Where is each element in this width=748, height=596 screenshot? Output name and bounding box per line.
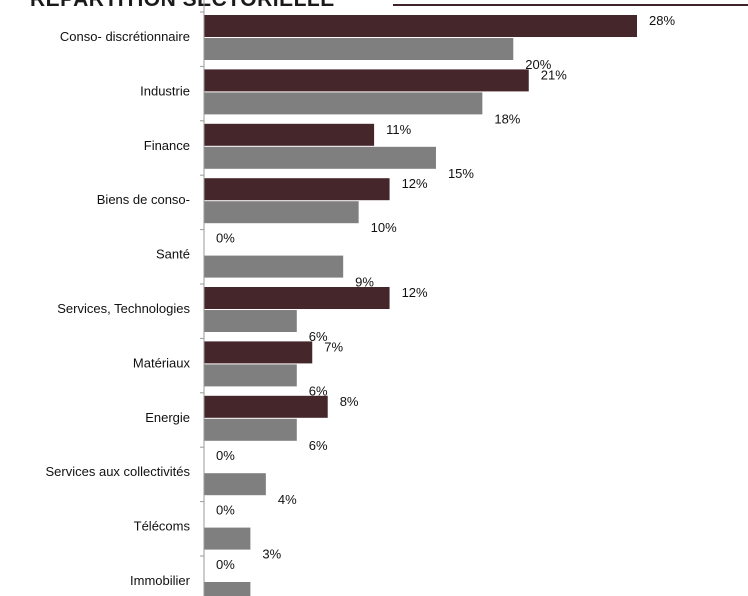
bar-series-2 <box>204 527 251 550</box>
data-label: 6% <box>309 329 328 344</box>
labels-group: Conso- discrétionnaire 28% 20% Industrie 21%… <box>46 13 676 588</box>
data-label: 20% <box>525 57 551 72</box>
bar-series-2 <box>204 146 436 169</box>
data-label: 12% <box>402 285 428 300</box>
bar-series-2 <box>204 364 297 387</box>
category-label: Industrie <box>140 83 190 98</box>
data-label: 21% <box>541 67 567 82</box>
chart-title: RÉPARTITION SECTORIELLE <box>30 0 335 12</box>
category-label: Immobilier <box>130 573 191 588</box>
category-label: Matériaux <box>133 355 191 370</box>
data-label: 8% <box>340 394 359 409</box>
category-label: Santé <box>156 247 190 262</box>
data-label: 0% <box>216 448 235 463</box>
bar-series-2 <box>204 255 344 278</box>
data-label: 28% <box>649 13 675 28</box>
category-label: Conso- discrétionnaire <box>60 29 190 44</box>
bar-series-1 <box>204 287 390 309</box>
category-label: Services, Technologies <box>57 301 190 316</box>
data-label: 6% <box>309 383 328 398</box>
bar-series-2 <box>204 582 251 596</box>
data-label: 7% <box>324 339 343 354</box>
bar-series-2 <box>204 201 359 224</box>
data-label: 4% <box>278 492 297 507</box>
category-label: Biens de conso- <box>97 192 190 207</box>
bar-series-1 <box>204 341 313 364</box>
data-label: 18% <box>494 111 520 126</box>
data-label: 0% <box>216 557 235 572</box>
bar-series-1 <box>204 69 529 92</box>
data-label: 0% <box>216 503 235 518</box>
data-label: 9% <box>355 275 374 290</box>
data-label: 10% <box>371 220 397 235</box>
data-label: 15% <box>448 166 474 181</box>
bar-series-1 <box>204 15 637 37</box>
bar-series-1 <box>204 178 390 201</box>
data-label: 12% <box>402 176 428 191</box>
bar-series-2 <box>204 92 483 115</box>
data-label: 11% <box>386 122 411 137</box>
bar-series-2 <box>204 473 266 496</box>
data-label: 3% <box>262 547 281 562</box>
title-rule <box>393 4 748 6</box>
data-label: 0% <box>216 231 235 246</box>
data-label: 6% <box>309 438 328 453</box>
category-label: Services aux collectivités <box>46 464 191 479</box>
bar-series-1 <box>204 123 375 146</box>
bar-series-2 <box>204 310 297 332</box>
category-label: Finance <box>144 138 190 153</box>
bar-series-2 <box>204 38 514 60</box>
bars-group <box>204 15 637 596</box>
bar-series-2 <box>204 418 297 441</box>
bar-series-1 <box>204 395 328 418</box>
category-label: Energie <box>145 410 190 425</box>
category-label: Télécoms <box>134 519 191 534</box>
axis-ticks <box>200 11 204 557</box>
